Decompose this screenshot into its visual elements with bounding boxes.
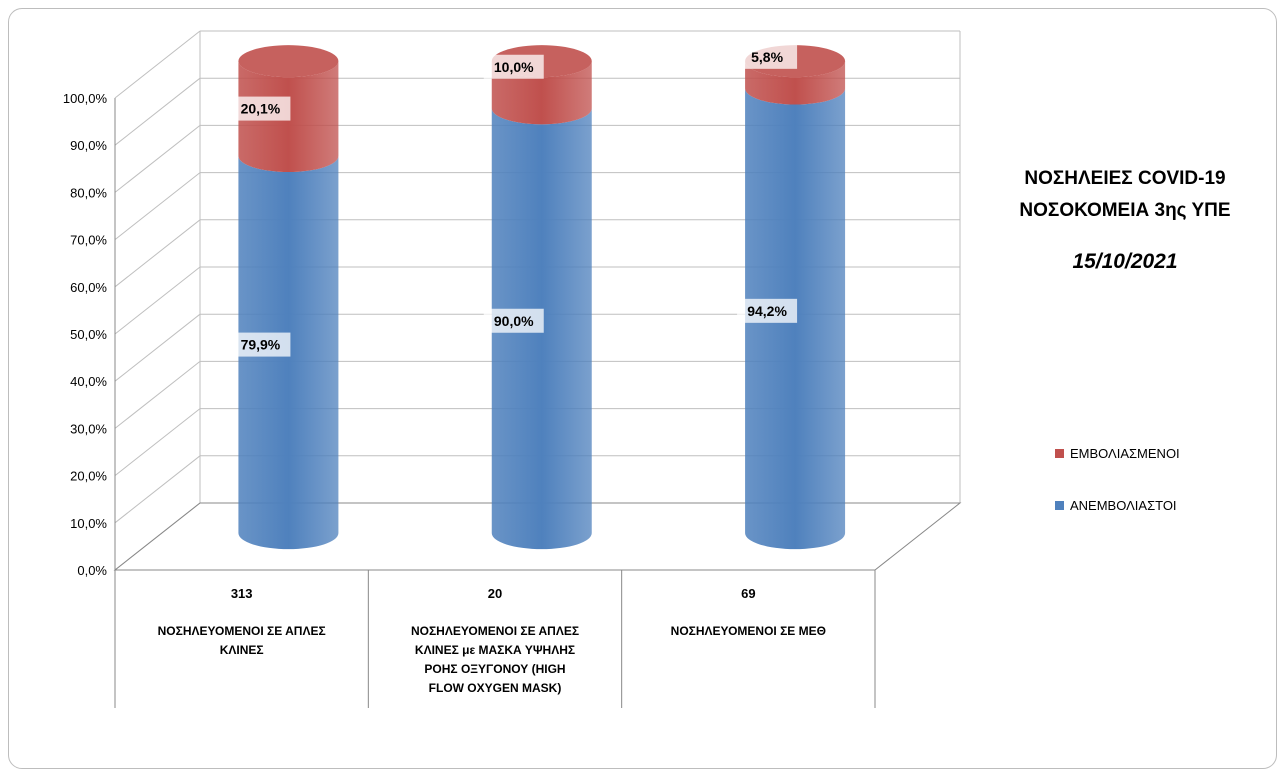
category-label-2: FLOW OXYGEN MASK)	[429, 681, 562, 695]
legend-label-unvaccinated: ΑΝΕΜΒΟΛΙΑΣΤΟΙ	[1070, 497, 1177, 513]
data-label-vaccinated-3: 5,8%	[737, 44, 798, 69]
data-label-unvaccinated-3: 94,2%	[737, 298, 798, 323]
gridline-side	[114, 313, 201, 382]
gridline-side	[114, 30, 201, 99]
svg-text:90,0%: 90,0%	[494, 313, 534, 329]
svg-text:94,2%: 94,2%	[747, 303, 787, 319]
y-tick-label: 40,0%	[70, 374, 107, 389]
bar-vaccinated-3	[745, 61, 846, 105]
gridline-side	[114, 125, 201, 193]
category-count-1: 313	[231, 586, 253, 601]
svg-text:79,9%: 79,9%	[241, 337, 281, 353]
category-label-3: ΝΟΣΗΛΕΥΟΜΕΝΟΙ ΣΕ ΜΕΘ	[671, 624, 826, 638]
data-label-unvaccinated-2: 90,0%	[483, 308, 544, 333]
svg-text:5,8%: 5,8%	[751, 49, 783, 65]
chart-frame	[8, 8, 1277, 769]
category-label-2: ΝΟΣΗΛΕΥΟΜΕΝΟΙ ΣΕ ΑΠΛΕΣ	[411, 624, 579, 638]
legend: ΕΜΒΟΛΙΑΣΜΕΝΟΙ ΑΝΕΜΒΟΛΙΑΣΤΟΙ	[1055, 440, 1180, 544]
category-label-1: ΚΛΙΝΕΣ	[220, 643, 264, 657]
y-tick-label: 0,0%	[77, 563, 107, 578]
legend-label-vaccinated: ΕΜΒΟΛΙΑΣΜΕΝΟΙ	[1070, 445, 1180, 461]
legend-item-unvaccinated: ΑΝΕΜΒΟΛΙΑΣΤΟΙ	[1055, 492, 1180, 518]
gridline-side	[114, 172, 201, 240]
data-label-vaccinated-1: 20,1%	[230, 96, 291, 121]
y-tick-label: 100,0%	[63, 91, 108, 106]
data-label-vaccinated-2: 10,0%	[483, 54, 544, 79]
legend-swatch-vaccinated	[1055, 448, 1064, 458]
category-label-2: ΡΟΗΣ ΟΞΥΓΟΝΟΥ (HIGH	[424, 662, 565, 676]
chart-title: ΝΟΣΗΛΕΙΕΣ COVID-19 ΝΟΣΟΚΟΜΕΙΑ 3ης ΥΠΕ	[975, 163, 1275, 227]
y-tick-label: 80,0%	[70, 185, 107, 200]
y-tick-label: 90,0%	[70, 138, 107, 153]
legend-item-vaccinated: ΕΜΒΟΛΙΑΣΜΕΝΟΙ	[1055, 440, 1180, 466]
gridline-side	[114, 455, 201, 524]
data-label-unvaccinated-1: 79,9%	[230, 332, 291, 357]
legend-swatch-unvaccinated	[1055, 500, 1064, 510]
y-tick-label: 10,0%	[70, 516, 107, 531]
y-tick-label: 30,0%	[70, 421, 107, 436]
gridline-side	[114, 77, 201, 146]
y-tick-label: 70,0%	[70, 233, 107, 248]
chart-date: 15/10/2021	[1072, 250, 1178, 273]
gridline-side	[114, 266, 201, 335]
category-label-2: ΚΛΙΝΕΣ με ΜΑΣΚΑ ΥΨΗΛΗΣ	[415, 643, 575, 657]
bar-top-cap	[238, 45, 339, 78]
gridline-side	[114, 219, 201, 288]
category-count-2: 20	[488, 586, 502, 601]
gridline-side	[114, 408, 201, 476]
gridline-side	[114, 361, 201, 429]
category-label-1: ΝΟΣΗΛΕΥΟΜΕΝΟΙ ΣΕ ΑΠΛΕΣ	[158, 624, 326, 638]
title-line-1: ΝΟΣΗΛΕΙΕΣ COVID-19	[1024, 168, 1226, 189]
y-tick-label: 50,0%	[70, 327, 107, 342]
title-line-2: ΝΟΣΟΚΟΜΕΙΑ 3ης ΥΠΕ	[1019, 200, 1231, 221]
y-tick-label: 60,0%	[70, 280, 107, 295]
svg-text:10,0%: 10,0%	[494, 59, 534, 75]
category-count-3: 69	[741, 586, 755, 601]
svg-text:20,1%: 20,1%	[241, 101, 281, 117]
y-tick-label: 20,0%	[70, 469, 107, 484]
